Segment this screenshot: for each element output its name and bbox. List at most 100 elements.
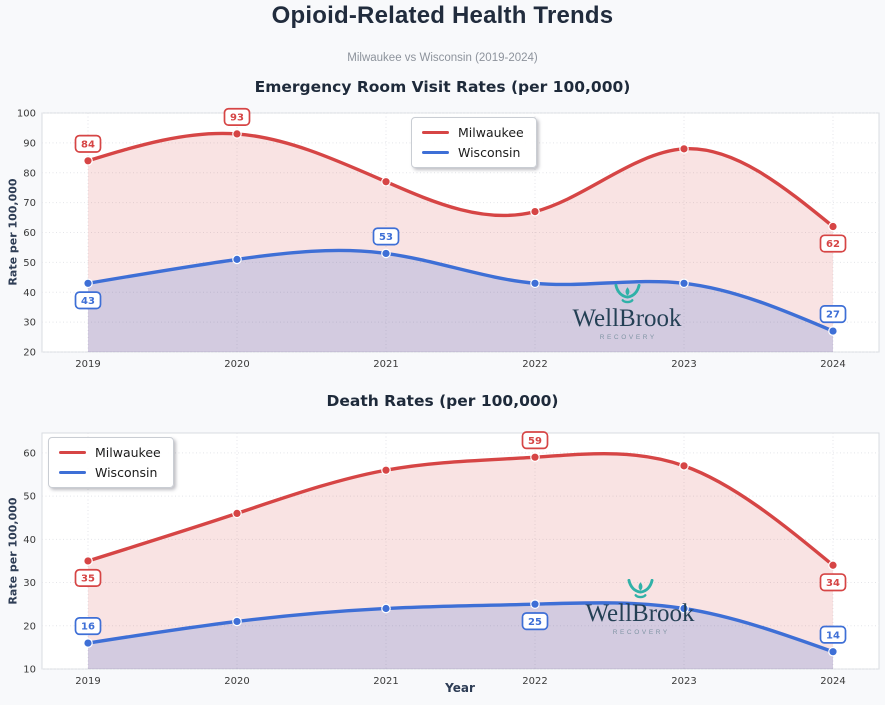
point-label-value: 62	[826, 239, 840, 250]
point-label-value: 16	[81, 622, 95, 633]
milwaukee-data-point	[828, 560, 838, 571]
legend-item-milwaukee: Milwaukee	[422, 125, 524, 140]
x-axis-tick: 2021	[373, 359, 398, 370]
point-label-value: 14	[826, 630, 840, 641]
milwaukee-data-point	[232, 508, 242, 519]
wisconsin-data-point	[679, 278, 689, 289]
point-label-value: 43	[81, 296, 95, 307]
wisconsin-line	[86, 248, 835, 333]
point-label-box	[521, 431, 549, 450]
point-label-box	[372, 227, 400, 246]
legend-item-wisconsin: Wisconsin	[59, 465, 161, 480]
point-label-box	[74, 617, 102, 636]
y-axis-tick: 20	[23, 348, 36, 359]
death-rates-chart: 2019 2020 2021 2022 2023 2024 10 20 30 40 50 60 35 59…	[23, 431, 880, 687]
legend-label: Milwaukee	[458, 125, 524, 140]
er-visits-chart-title: Emergency Room Visit Rates (per 100,000)	[254, 78, 631, 96]
x-axis-tick: 2020	[224, 359, 249, 370]
x-axis-tick: 2019	[75, 676, 100, 687]
point-label-box	[223, 107, 251, 126]
y-axis-tick: 20	[23, 621, 36, 632]
x-axis-tick: 2023	[671, 676, 696, 687]
legend-item-wisconsin: Wisconsin	[422, 145, 524, 160]
y-axis-tick: 40	[23, 288, 36, 299]
milwaukee-line	[86, 131, 835, 229]
legend-line-swatch	[422, 130, 449, 135]
milwaukee-line	[86, 451, 835, 567]
point-label-box	[819, 234, 847, 253]
wisconsin-data-point	[828, 646, 838, 657]
wisconsin-data-point	[232, 616, 242, 627]
y-axis-tick: 10	[23, 665, 36, 676]
point-label-value: 84	[81, 139, 95, 150]
wisconsin-area-fill	[88, 250, 833, 352]
milwaukee-data-point	[83, 155, 93, 166]
wisconsin-line	[86, 601, 835, 654]
milwaukee-data-point	[530, 206, 540, 217]
legend-item-milwaukee: Milwaukee	[59, 445, 161, 460]
point-label-box	[819, 625, 847, 644]
death-rates-chart-title: Death Rates (per 100,000)	[326, 392, 559, 410]
page-title: Opioid-Related Health Trends	[271, 2, 614, 29]
y-axis-tick: 60	[23, 448, 36, 459]
point-label-box	[74, 568, 102, 587]
legend-label: Wisconsin	[95, 465, 158, 480]
wisconsin-data-point	[381, 603, 391, 614]
wisconsin-data-point	[83, 638, 93, 648]
er-visits-legend: Milwaukee Wisconsin	[411, 117, 537, 168]
legend-label: Milwaukee	[95, 445, 161, 460]
point-label-value: 34	[826, 578, 840, 589]
y-axis-tick: 50	[23, 258, 36, 269]
death-rates-legend: Milwaukee Wisconsin	[48, 437, 174, 488]
milwaukee-data-point	[381, 465, 391, 475]
wisconsin-data-point	[679, 603, 689, 614]
legend-line-swatch	[422, 150, 449, 155]
y-axis-tick: 60	[23, 228, 36, 239]
x-axis-tick: 2024	[820, 359, 845, 370]
y-axis-tick: 100	[17, 109, 36, 120]
y-axis-tick: 50	[23, 492, 36, 503]
y-axis-tick: 90	[23, 138, 36, 149]
point-label-value: 35	[81, 574, 95, 585]
y-axis-tick: 40	[23, 535, 36, 546]
y-axis-tick: 30	[23, 578, 36, 589]
wisconsin-data-point	[530, 599, 540, 609]
point-label-box	[74, 291, 102, 310]
er-visits-ylabel: Rate per 100,000	[6, 178, 20, 286]
x-axis-tick: 2024	[820, 676, 845, 687]
wisconsin-data-point	[83, 278, 93, 289]
point-label-value: 93	[230, 113, 244, 124]
milwaukee-data-point	[381, 176, 391, 187]
milwaukee-data-point	[83, 556, 93, 566]
legend-label: Wisconsin	[458, 145, 521, 160]
point-label-value: 59	[528, 436, 542, 447]
point-label-value: 25	[528, 617, 542, 628]
wisconsin-data-point	[381, 248, 391, 259]
x-axis-tick: 2020	[224, 676, 249, 687]
x-axis-tick: 2021	[373, 676, 398, 687]
point-label-box	[819, 305, 847, 324]
y-axis-tick: 30	[23, 318, 36, 329]
point-label-value: 27	[826, 310, 840, 321]
point-label-value: 53	[379, 232, 393, 243]
x-axis-tick: 2022	[522, 676, 547, 687]
milwaukee-data-point	[828, 221, 838, 232]
point-label-box	[74, 134, 102, 153]
x-axis-tick: 2019	[75, 359, 100, 370]
x-axis-tick: 2022	[522, 359, 547, 370]
wisconsin-data-point	[530, 278, 540, 289]
legend-line-swatch	[59, 450, 86, 455]
wisconsin-area-fill	[88, 602, 833, 669]
wisconsin-data-point	[828, 326, 838, 336]
y-axis-tick: 80	[23, 168, 36, 179]
plot-area	[41, 432, 880, 670]
wisconsin-data-point	[232, 254, 242, 265]
milwaukee-data-point	[232, 129, 242, 139]
page-subtitle: Milwaukee vs Wisconsin (2019-2024)	[347, 52, 538, 64]
milwaukee-area-fill	[88, 453, 833, 669]
point-label-box	[521, 612, 549, 631]
milwaukee-data-point	[679, 461, 689, 471]
legend-line-swatch	[59, 470, 86, 475]
milwaukee-data-point	[679, 144, 689, 154]
